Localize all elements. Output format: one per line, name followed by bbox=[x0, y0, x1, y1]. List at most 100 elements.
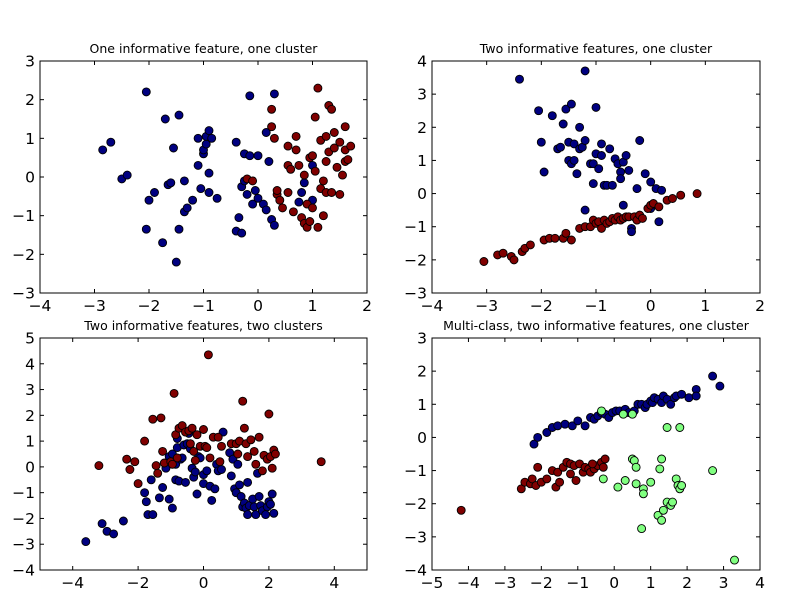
scatter-point bbox=[575, 122, 585, 132]
scatter-point bbox=[635, 136, 645, 145]
scatter-point bbox=[185, 439, 195, 449]
scatter-point bbox=[566, 469, 575, 479]
scatter-point bbox=[150, 188, 159, 197]
scatter-point bbox=[239, 423, 249, 433]
scatter-point bbox=[607, 180, 617, 190]
scatter-point bbox=[207, 133, 217, 143]
scatter-point bbox=[591, 102, 601, 112]
x-tick-label: −4 bbox=[61, 574, 84, 592]
y-tick-label: −1 bbox=[12, 484, 35, 502]
scatter-point bbox=[190, 455, 200, 465]
scatter-point bbox=[657, 185, 667, 195]
scatter-point bbox=[251, 510, 261, 520]
scatter-point bbox=[553, 467, 563, 477]
scatter-point bbox=[118, 516, 128, 526]
scatter-point bbox=[188, 195, 198, 205]
scatter-point bbox=[618, 409, 628, 419]
scatter-point bbox=[202, 443, 212, 453]
y-tick-label: −2 bbox=[404, 495, 427, 513]
scatter-point bbox=[598, 474, 608, 484]
scatter-point bbox=[715, 381, 725, 391]
y-tick-label: 2 bbox=[417, 119, 427, 137]
scatter-point bbox=[343, 155, 353, 165]
scatter-point bbox=[264, 157, 274, 166]
scatter-point bbox=[308, 151, 317, 161]
scatter-point bbox=[158, 483, 168, 492]
scatter-point bbox=[654, 217, 664, 227]
scatter-point bbox=[638, 489, 648, 499]
scatter-point bbox=[122, 170, 132, 180]
scatter-point bbox=[620, 476, 630, 485]
y-tick-label: 3 bbox=[25, 53, 35, 71]
scatter-point bbox=[308, 203, 317, 213]
scatter-point bbox=[196, 184, 206, 194]
scatter-point bbox=[662, 423, 672, 432]
scatter-point bbox=[346, 141, 356, 151]
y-tick-label: 0 bbox=[417, 185, 427, 203]
scatter-point bbox=[181, 477, 190, 487]
series-2 bbox=[479, 189, 702, 266]
scatter-point bbox=[253, 151, 263, 161]
x-tick-label: −4 bbox=[421, 297, 444, 315]
scatter-point bbox=[269, 89, 279, 99]
scatter-point bbox=[555, 477, 565, 487]
scatter-point bbox=[658, 505, 668, 515]
scatter-point bbox=[560, 419, 570, 429]
subplot-title: Multi-class, two informative features, o… bbox=[443, 318, 750, 333]
scatter-point bbox=[215, 457, 225, 467]
scatter-point bbox=[286, 164, 296, 174]
scatter-point bbox=[566, 235, 576, 245]
scatter-point bbox=[151, 461, 161, 471]
scatter-point bbox=[235, 480, 244, 490]
scatter-point bbox=[243, 477, 253, 487]
scatter-point bbox=[171, 257, 181, 267]
x-tick-label: 0 bbox=[199, 574, 209, 592]
scatter-point bbox=[305, 217, 315, 226]
scatter-point bbox=[338, 170, 347, 180]
scatter-point bbox=[655, 464, 665, 474]
x-tick-label: 2 bbox=[362, 297, 372, 315]
y-tick-label: −4 bbox=[404, 562, 427, 580]
series-1 bbox=[98, 87, 317, 267]
x-tick-label: −3 bbox=[83, 297, 106, 315]
x-tick-label: 4 bbox=[329, 574, 339, 592]
y-tick-label: 2 bbox=[25, 91, 35, 109]
scatter-point bbox=[182, 203, 192, 213]
scatter-point bbox=[621, 151, 631, 160]
x-tick-label: −4 bbox=[457, 574, 480, 592]
scatter-point bbox=[692, 189, 702, 199]
y-tick-label: 3 bbox=[25, 381, 35, 399]
scatter-point bbox=[542, 474, 552, 484]
scatter-point bbox=[566, 99, 576, 109]
subplot-1: One informative feature, one cluster−4 −3… bbox=[12, 41, 372, 315]
y-tick-label: −2 bbox=[12, 510, 35, 528]
scatter-point bbox=[270, 449, 280, 459]
y-tick-label: −1 bbox=[12, 207, 35, 225]
scatter-point bbox=[556, 142, 565, 152]
scatter-point bbox=[249, 446, 259, 456]
scatter-point bbox=[299, 170, 309, 180]
scatter-point bbox=[571, 476, 581, 485]
scatter-point bbox=[332, 162, 342, 172]
scatter-point bbox=[144, 195, 154, 205]
x-tick-label: −5 bbox=[421, 574, 444, 592]
series-2 bbox=[94, 350, 326, 489]
scatter-point bbox=[677, 389, 687, 399]
scatter-point bbox=[245, 91, 255, 101]
scatter-point bbox=[646, 177, 656, 187]
scatter-point bbox=[291, 145, 301, 155]
scatter-point bbox=[572, 169, 582, 179]
y-tick-label: −1 bbox=[404, 462, 427, 480]
scatter-point bbox=[657, 454, 667, 464]
scatter-point bbox=[125, 465, 135, 474]
series-1 bbox=[515, 66, 667, 237]
scatter-point bbox=[318, 211, 328, 221]
scatter-point bbox=[288, 207, 298, 217]
x-tick-label: −4 bbox=[29, 297, 52, 315]
x-tick-label: −1 bbox=[585, 297, 608, 315]
scatter-point bbox=[597, 139, 606, 149]
scatter-point bbox=[190, 467, 200, 477]
x-tick-label: −1 bbox=[192, 297, 215, 315]
scatter-point bbox=[638, 213, 647, 223]
